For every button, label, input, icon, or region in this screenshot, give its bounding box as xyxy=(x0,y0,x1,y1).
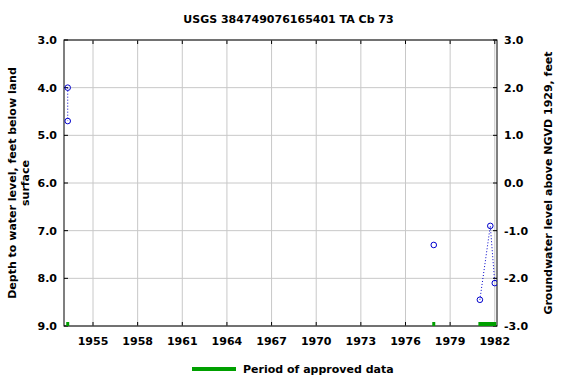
tick xyxy=(360,40,361,44)
tick xyxy=(93,40,94,44)
tick xyxy=(93,322,94,326)
tick xyxy=(450,40,451,44)
legend-swatch xyxy=(192,367,236,371)
plot-area xyxy=(64,40,497,326)
tick xyxy=(182,40,183,44)
tick xyxy=(405,40,406,44)
tick xyxy=(405,322,406,326)
approved-period xyxy=(432,322,435,326)
plot-marks xyxy=(65,85,497,326)
x-tick-label: 1964 xyxy=(212,335,243,348)
y2-axis-label: Groundwater level above NGVD 1929, feet xyxy=(542,51,555,314)
tick xyxy=(137,40,138,44)
x-tick-label: 1967 xyxy=(256,335,287,348)
y-tick-label: 4.0 xyxy=(38,82,58,95)
y2-tick-label: 1.0 xyxy=(504,129,524,142)
data-line xyxy=(68,88,495,300)
y2-tick-label: 2.0 xyxy=(504,82,524,95)
data-point xyxy=(65,118,71,124)
tick xyxy=(64,278,68,279)
tick xyxy=(226,322,227,326)
data-point xyxy=(488,223,494,229)
data-point xyxy=(65,85,71,91)
tick xyxy=(64,183,68,184)
grid-line xyxy=(64,87,497,88)
grid-line xyxy=(64,278,497,279)
y-tick-label: 6.0 xyxy=(38,177,58,190)
tick xyxy=(494,40,495,44)
tick xyxy=(493,135,497,136)
data-point xyxy=(477,297,483,303)
tick xyxy=(64,135,68,136)
y-tick-label: 9.0 xyxy=(38,320,58,333)
y-axis-label: Depth to water level, feet below landsur… xyxy=(6,67,32,299)
x-tick-label: 1955 xyxy=(78,335,109,348)
approved-period xyxy=(478,322,496,326)
x-tick-label: 1982 xyxy=(479,335,510,348)
grid-line xyxy=(64,135,497,136)
chart: USGS 384749076165401 TA Cb 73 1955 1958 196… xyxy=(0,0,576,384)
y2-tick-label: 0.0 xyxy=(504,177,524,190)
y-tick-label: 5.0 xyxy=(38,129,58,142)
approved-period xyxy=(66,322,69,326)
x-tick-label: 1976 xyxy=(390,335,421,348)
y2-tick-label: 3.0 xyxy=(504,34,524,47)
tick xyxy=(271,322,272,326)
tick xyxy=(493,87,497,88)
grid-line xyxy=(64,183,497,184)
x-tick-label: 1958 xyxy=(122,335,153,348)
tick xyxy=(493,278,497,279)
tick xyxy=(64,230,68,231)
y-tick-label: 3.0 xyxy=(38,34,58,47)
legend-label: Period of approved data xyxy=(243,363,394,376)
tick xyxy=(360,322,361,326)
y-tick-label: 8.0 xyxy=(38,272,58,285)
tick xyxy=(493,230,497,231)
tick xyxy=(450,322,451,326)
data-point xyxy=(492,280,497,286)
grid-line xyxy=(64,230,497,231)
x-tick-label: 1979 xyxy=(435,335,466,348)
title: USGS 384749076165401 TA Cb 73 xyxy=(183,13,393,26)
tick xyxy=(493,183,497,184)
tick xyxy=(137,322,138,326)
tick xyxy=(226,40,227,44)
data-point xyxy=(431,242,437,248)
y2-tick-label: -2.0 xyxy=(504,272,528,285)
y2-tick-label: -1.0 xyxy=(504,225,528,238)
tick xyxy=(182,322,183,326)
tick xyxy=(271,40,272,44)
tick xyxy=(316,322,317,326)
y-tick-label: 7.0 xyxy=(38,225,58,238)
x-tick-label: 1961 xyxy=(167,335,198,348)
y2-tick-label: -3.0 xyxy=(504,320,528,333)
tick xyxy=(316,40,317,44)
plot-frame xyxy=(64,40,497,326)
x-tick-label: 1970 xyxy=(301,335,332,348)
x-tick-label: 1973 xyxy=(346,335,377,348)
